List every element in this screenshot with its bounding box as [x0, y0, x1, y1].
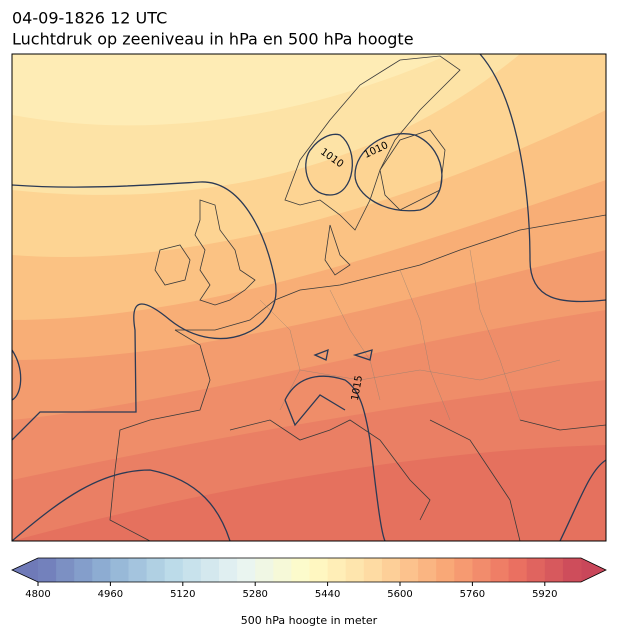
colorbar-tick-label: 5920 — [532, 589, 557, 600]
colorbar-cell — [327, 558, 347, 582]
colorbar-tick-label: 4960 — [98, 589, 123, 600]
colorbar-tick-label: 5280 — [242, 589, 267, 600]
map-frame — [11, 53, 607, 542]
colorbar-cell — [146, 558, 166, 582]
colorbar-cell — [508, 558, 528, 582]
colorbar-cell — [309, 558, 329, 582]
colorbar-cell — [454, 558, 473, 582]
coastlines — [109, 55, 606, 541]
colorbar-cell — [562, 558, 582, 582]
colorbar-extend-low — [12, 558, 38, 582]
colorbar-tick-label: 5760 — [460, 589, 485, 600]
colorbar-cell — [200, 558, 220, 582]
colorbar-tick-label: 5120 — [170, 589, 195, 600]
colorbar-cell — [110, 558, 129, 582]
colorbar-tick-label: 5600 — [387, 589, 412, 600]
subtitle: Luchtdruk op zeeniveau in hPa en 500 hPa… — [12, 30, 414, 49]
colorbar-cell — [182, 558, 202, 582]
colorbar-cell — [237, 558, 256, 582]
contour-label: 1015 — [350, 375, 365, 402]
colorbar-cell — [255, 558, 274, 582]
colorbar-extend-high — [581, 558, 606, 582]
colorbar-tick-label: 4800 — [25, 589, 50, 600]
colorbar-cell — [164, 558, 184, 582]
isobars — [12, 54, 606, 541]
colorbar-cell — [345, 558, 365, 582]
colorbar-cell — [381, 558, 401, 582]
colorbar-tick-label: 5440 — [315, 589, 340, 600]
colorbar-label: 500 hPa hoogte in meter — [241, 614, 378, 627]
colorbar-cell — [291, 558, 310, 582]
colorbar-cell — [526, 558, 546, 582]
title: 04-09-1826 12 UTC — [12, 9, 167, 28]
colorbar: 4800 4960 5120 5280 5440 5600 5760 5920 — [11, 557, 607, 600]
borders — [259, 249, 561, 421]
colorbar-outline — [11, 557, 607, 583]
colorbar-cell — [38, 558, 57, 582]
colorbar-cell — [219, 558, 238, 582]
colorbar-cell — [544, 558, 564, 582]
colorbar-cell — [472, 558, 491, 582]
colorbar-cell — [92, 558, 111, 582]
colorbar-cell — [74, 558, 93, 582]
colorbar-cell — [363, 558, 383, 582]
map: 1010 1010 1015 — [12, 54, 606, 541]
colorbar-cell — [128, 558, 148, 582]
colorbar-cell — [436, 558, 455, 582]
colorbar-cell — [418, 558, 437, 582]
colorbar-cell — [490, 558, 510, 582]
colorbar-cell — [56, 558, 75, 582]
colorbar-cell — [273, 558, 292, 582]
colorbar-cell — [400, 558, 419, 582]
